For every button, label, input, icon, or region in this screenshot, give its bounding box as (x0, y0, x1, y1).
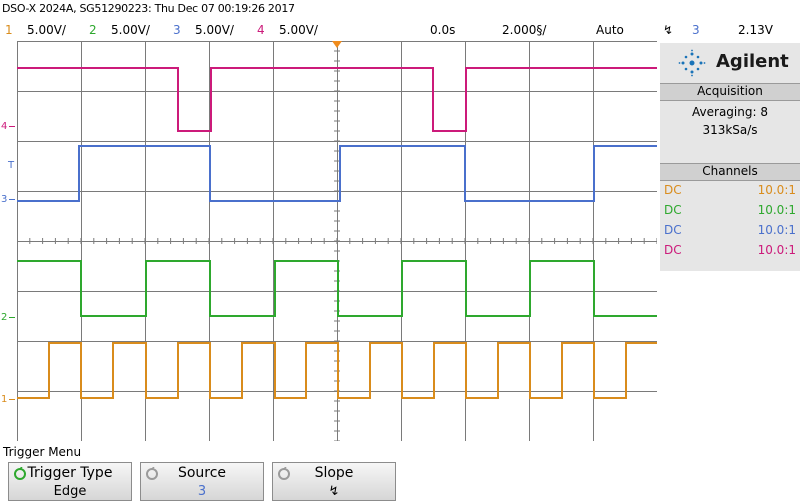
ch3-trace (17, 145, 657, 202)
menu-title: Trigger Menu (3, 445, 82, 459)
knob-icon (14, 467, 26, 480)
softkey-label: Slope (314, 465, 354, 481)
ch4-number[interactable]: 4 (257, 23, 265, 37)
ch2-scale[interactable]: 5.00V/ (111, 23, 150, 37)
horizontal-delay[interactable]: 0.0s (430, 23, 456, 37)
ch2-trace (17, 260, 657, 317)
softkey-value: Edge (53, 484, 87, 499)
trigger-level[interactable]: 2.13V (738, 23, 773, 37)
trigger-source[interactable]: 3 (692, 23, 700, 37)
ch1-scale[interactable]: 5.00V/ (27, 23, 66, 37)
ch4-scale[interactable]: 5.00V/ (279, 23, 318, 37)
brand-name: Agilent (716, 51, 789, 72)
ch4-ground-marker[interactable]: 4 (1, 121, 8, 132)
brand-logo: Agilent (660, 43, 800, 83)
ch3-ground-marker[interactable]: 3 (1, 194, 8, 205)
knob-icon (146, 467, 158, 480)
ch1-ground-icon (9, 399, 15, 404)
ch1-trace (17, 342, 657, 399)
ch3-coupling: DC (664, 223, 682, 237)
info-panel: Agilent Acquisition Averaging: 8 313kSa/… (660, 43, 800, 271)
channel-status-bar: 1 5.00V/ 2 5.00V/ 3 5.00V/ 4 5.00V/ 0.0s… (0, 20, 800, 40)
trigger-level-marker[interactable]: T (8, 160, 15, 171)
softkey-source[interactable]: Source 3 (140, 462, 264, 501)
ch1-ground-marker[interactable]: 1 (1, 394, 8, 405)
trigger-slope-icon: ↯ (663, 23, 674, 37)
softkey-value: ↯ (328, 484, 340, 499)
ch2-coupling: DC (664, 203, 682, 217)
ch4-coupling: DC (664, 243, 682, 257)
ch3-scale[interactable]: 5.00V/ (195, 23, 234, 37)
ch3-ground-icon (9, 199, 15, 204)
waveform-display[interactable] (17, 41, 657, 441)
ch2-number[interactable]: 2 (89, 23, 97, 37)
channels-heading: Channels (660, 163, 800, 181)
acquisition-heading: Acquisition (660, 83, 800, 101)
softkey-label: Source (177, 465, 227, 481)
ch1-number[interactable]: 1 (5, 23, 13, 37)
ch4-trace (17, 67, 657, 132)
softkey-label: Trigger Type (27, 465, 113, 481)
softkey-trigger-type[interactable]: Trigger Type Edge (8, 462, 132, 501)
trigger-position-marker (332, 41, 342, 48)
ch3-probe: 10.0:1 (757, 223, 796, 237)
window-title: DSO-X 2024A, SG51290223: Thu Dec 07 00:1… (2, 2, 295, 15)
ch3-number[interactable]: 3 (173, 23, 181, 37)
timebase-scale[interactable]: 2.000§/ (502, 23, 547, 37)
trigger-mode[interactable]: Auto (596, 23, 624, 37)
knob-icon (278, 467, 290, 480)
ch2-probe: 10.0:1 (757, 203, 796, 217)
ch1-probe: 10.0:1 (757, 183, 796, 197)
ch2-ground-icon (9, 317, 15, 322)
agilent-spark-icon (678, 49, 706, 77)
sample-rate: 313kSa/s (702, 123, 758, 137)
ch4-probe: 10.0:1 (757, 243, 796, 257)
softkey-slope[interactable]: Slope ↯ (272, 462, 396, 501)
ch2-ground-marker[interactable]: 2 (1, 312, 8, 323)
softkey-value: 3 (197, 484, 207, 499)
graticule-ticks (17, 41, 657, 441)
acquisition-mode: Averaging: 8 (692, 105, 768, 119)
ch4-ground-icon (9, 126, 15, 131)
ch1-coupling: DC (664, 183, 682, 197)
